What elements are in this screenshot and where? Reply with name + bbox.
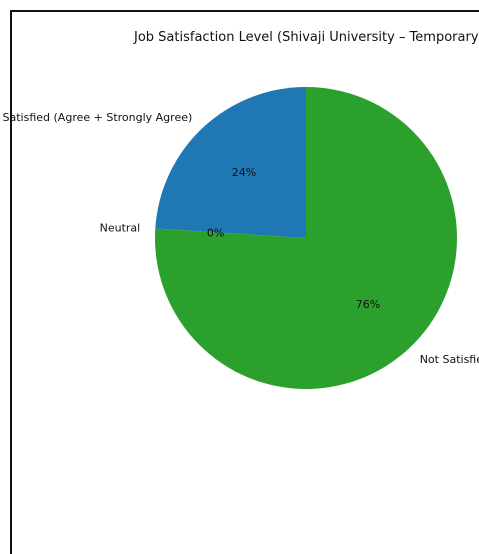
pie-slice-0 xyxy=(155,87,306,238)
pie-category-label-2: Not Satisfied (D xyxy=(420,353,479,366)
pie-pct-label-2: 76% xyxy=(356,298,380,311)
chart-title: Job Satisfaction Level (Shivaji Universi… xyxy=(133,30,479,45)
pie-category-label-0: Satisfied (Agree + Strongly Agree) xyxy=(3,111,193,124)
pie-slices xyxy=(154,87,457,389)
pie-pct-label-0: 24% xyxy=(232,166,256,179)
pie-labels: 24% Satisfied (Agree + Strongly Agree) 0% N… xyxy=(3,111,479,366)
figure-border-top xyxy=(10,10,479,12)
figure-border-left xyxy=(10,10,12,554)
pie-slice-2 xyxy=(154,87,457,389)
pie-pct-label-1: 0% xyxy=(207,226,224,239)
pie-category-label-1: Neutral xyxy=(100,222,141,235)
